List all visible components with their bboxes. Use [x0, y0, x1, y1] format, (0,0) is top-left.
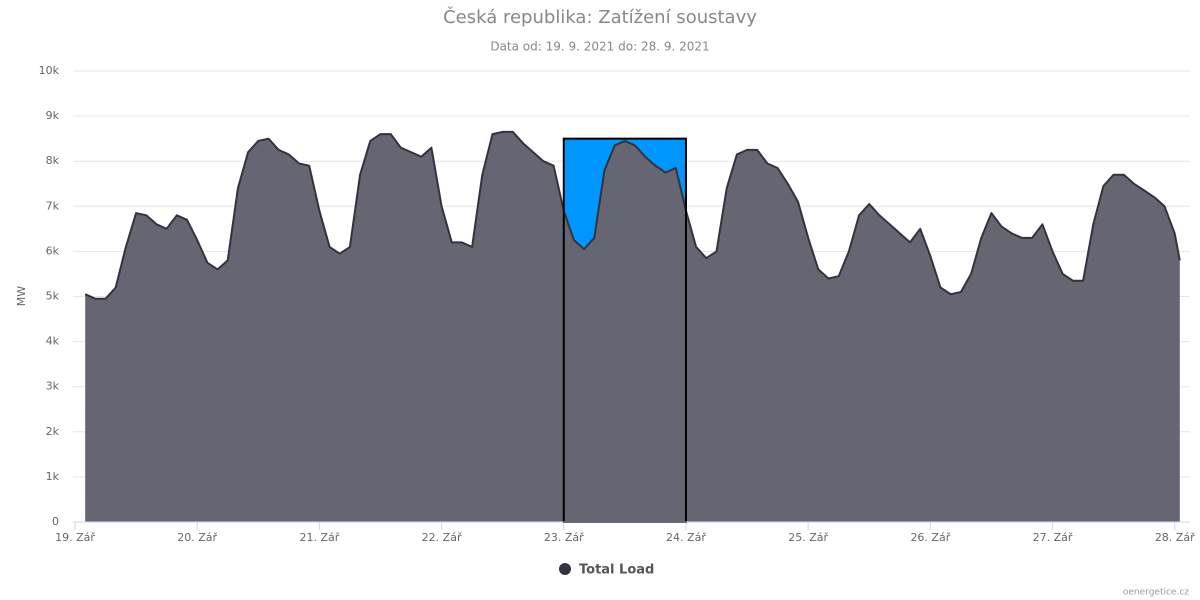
x-tick-label: 27. Zář: [1033, 531, 1073, 544]
x-tick-label: 24. Zář: [666, 531, 706, 544]
x-tick-label: 22. Zář: [422, 531, 462, 544]
x-tick-label: 20. Zář: [177, 531, 217, 544]
y-tick-label: 9k: [46, 109, 60, 122]
credits[interactable]: oenergetice.cz: [1123, 588, 1189, 598]
y-tick-label: 2k: [46, 425, 60, 438]
y-tick-label: 3k: [46, 380, 60, 393]
line: [84, 130, 1181, 300]
x-tick-label: 23. Zář: [544, 531, 584, 544]
area: [85, 131, 1180, 522]
x-tick-label: 21. Zář: [299, 531, 339, 544]
y-tick-label: 6k: [46, 244, 60, 257]
y-tick-label: 0: [52, 515, 59, 528]
x-tick-label: 26. Zář: [910, 531, 950, 544]
y-tick-label: 4k: [46, 335, 60, 348]
x-tick-label: 19. Zář: [55, 531, 95, 544]
legend-marker[interactable]: [559, 563, 571, 575]
y-tick-label: 5k: [46, 290, 60, 303]
y-tick-label: 1k: [46, 470, 60, 483]
x-tick-label: 28. Zář: [1155, 531, 1195, 544]
y-tick-label: 8k: [46, 154, 60, 167]
y-tick-label: 10k: [39, 64, 60, 77]
y-tick-label: 7k: [46, 199, 60, 212]
x-tick-label: 25. Zář: [788, 531, 828, 544]
y-axis-label: MW: [15, 286, 28, 306]
chart-subtitle: Data od: 19. 9. 2021 do: 28. 9. 2021: [490, 40, 709, 54]
legend-label[interactable]: Total Load: [579, 563, 654, 578]
chart-title: Česká republika: Zatížení soustavy: [443, 6, 757, 28]
